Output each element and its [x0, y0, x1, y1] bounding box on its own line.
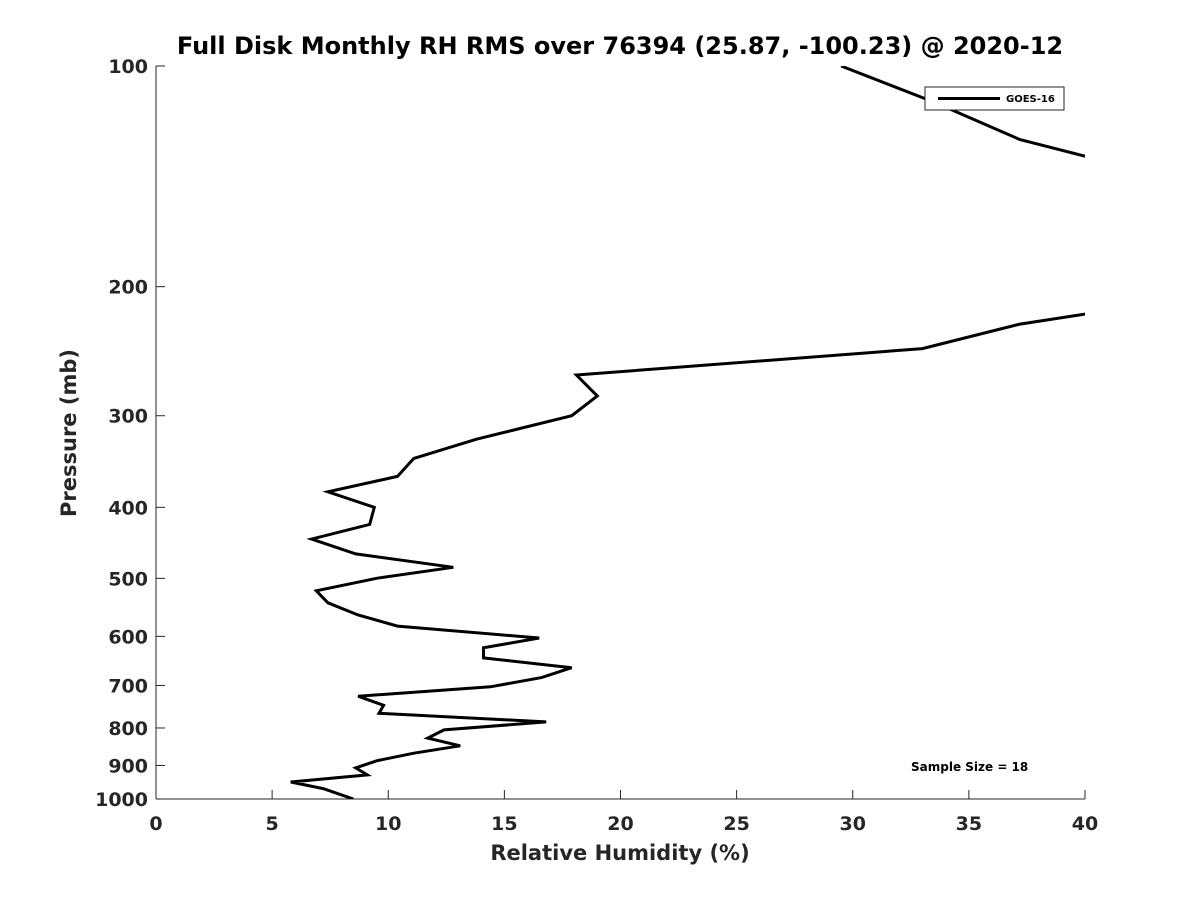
x-tick-label: 25	[723, 813, 749, 835]
y-tick-label: 200	[108, 277, 148, 299]
x-tick-label: 10	[375, 813, 401, 835]
x-tick-label: 40	[1072, 813, 1098, 835]
x-axis-label: Relative Humidity (%)	[490, 841, 749, 865]
y-tick-label: 1000	[95, 789, 148, 811]
x-ticks: 0 5 10 15 20 25 30 35 40	[149, 790, 1098, 835]
x-tick-label: 20	[607, 813, 633, 835]
x-tick-label: 35	[956, 813, 982, 835]
chart-title: Full Disk Monthly RH RMS over 76394 (25.…	[177, 32, 1063, 60]
y-tick-label: 300	[108, 406, 148, 428]
x-tick-label: 30	[840, 813, 866, 835]
axes	[155, 66, 1085, 800]
x-tick-label: 5	[266, 813, 279, 835]
y-tick-label: 600	[108, 626, 148, 648]
x-tick-label: 0	[149, 813, 162, 835]
y-tick-label: 400	[108, 497, 148, 519]
y-axis-label: Pressure (mb)	[57, 349, 81, 517]
sample-size-annotation: Sample Size = 18	[911, 760, 1028, 774]
series-line-goes-16	[290, 66, 1085, 799]
y-tick-label: 900	[108, 755, 148, 777]
legend-label-goes-16: GOES-16	[1006, 94, 1055, 105]
y-tick-label: 500	[108, 568, 148, 590]
y-tick-label: 800	[108, 718, 148, 740]
y-tick-label: 100	[108, 56, 148, 78]
x-tick-label: 15	[491, 813, 517, 835]
y-ticks: 100 200 300 400 500 600 700 800 900 1000	[95, 56, 165, 811]
y-tick-label: 700	[108, 675, 148, 697]
legend: GOES-16	[924, 86, 1065, 111]
